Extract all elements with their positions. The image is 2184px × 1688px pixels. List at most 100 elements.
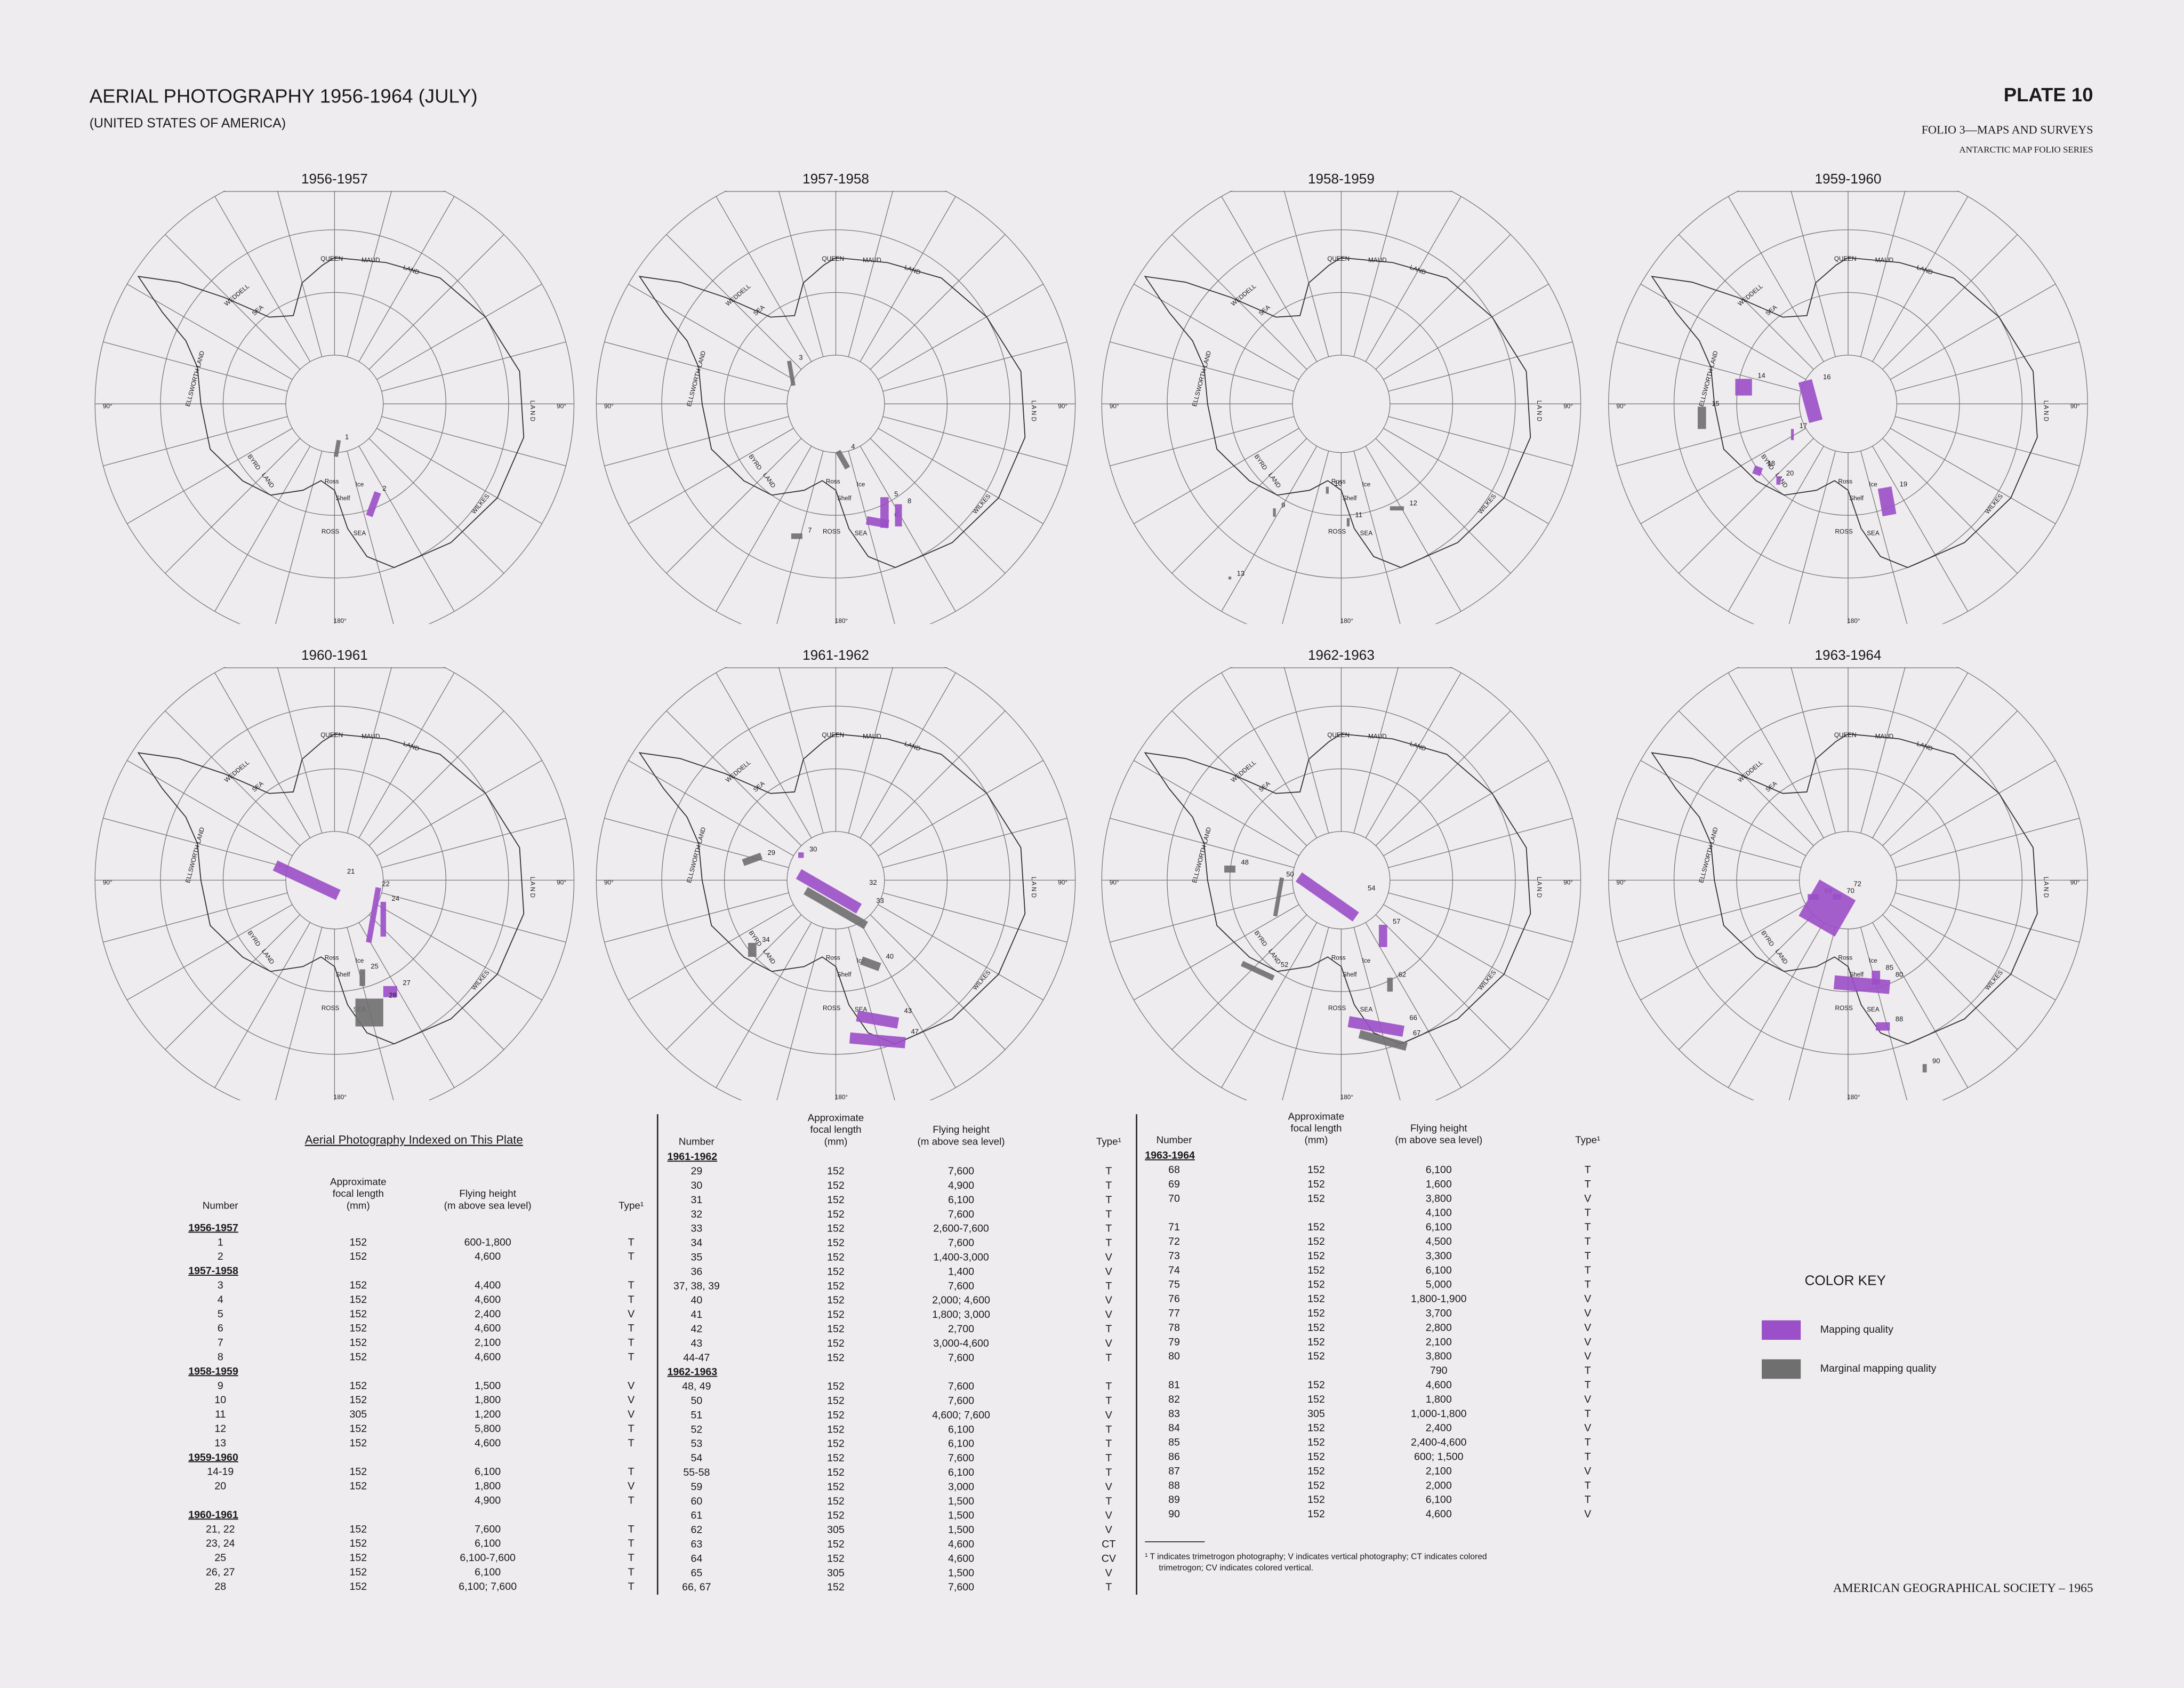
coastline (137, 257, 525, 569)
map-label: BYRD (246, 930, 262, 948)
meridian (1353, 190, 1399, 357)
table-cell: V (1584, 1307, 1591, 1319)
photo-strip (787, 361, 796, 386)
table-cell: 152 (827, 1481, 845, 1493)
map-title: 1960-1961 (301, 647, 368, 663)
table-cell: 2,100 (1426, 1465, 1452, 1477)
table-cell: 82 (1168, 1394, 1180, 1405)
map-label: WILKES (1984, 493, 2005, 515)
table-cell: 1,800 (475, 1481, 501, 1492)
table-cell: 88 (1168, 1479, 1180, 1491)
meridian (1640, 904, 1806, 1001)
meridian (1221, 446, 1318, 612)
meridian (368, 438, 504, 574)
graticule-circle (1292, 355, 1391, 453)
table-cell: T (628, 1294, 635, 1306)
column-header: (mm) (1305, 1134, 1328, 1146)
table-cell: V (1105, 1481, 1112, 1493)
photo-strip (856, 1010, 900, 1029)
table-cell: 41 (690, 1309, 702, 1321)
table-cell: T (628, 1437, 635, 1449)
photo-strip (1697, 406, 1706, 429)
meridian (1383, 428, 1549, 524)
meridian (778, 667, 824, 834)
table-cell: 3,800 (1426, 1193, 1452, 1204)
meridian (628, 428, 794, 524)
table-cell: V (628, 1308, 635, 1320)
meridian (1353, 927, 1401, 1100)
table-cell: V (1584, 1465, 1591, 1477)
meridian (376, 428, 542, 524)
column-header: Approximate (808, 1112, 864, 1123)
map-label: 90° (1058, 403, 1067, 410)
meridian (1790, 667, 1836, 834)
meridian (1171, 438, 1307, 574)
photo-strip (849, 1032, 906, 1049)
meridian (882, 818, 1067, 868)
table-cell: 7 (218, 1337, 223, 1349)
strip-label: 5 (894, 490, 898, 498)
column-header: (m above sea level) (918, 1135, 1005, 1147)
map-label: LAND (402, 264, 420, 276)
meridian (1353, 667, 1399, 834)
table-cell: 12 (214, 1423, 226, 1435)
table-cell: T (1105, 1209, 1112, 1220)
photo-strip (1798, 879, 1856, 937)
photo-strip (1358, 1030, 1408, 1051)
meridian (1860, 667, 1906, 834)
map-label: QUEEN (1327, 732, 1350, 739)
strip-label: 27 (403, 979, 411, 987)
map-label: WILKES (971, 969, 992, 991)
table-cell: 600-1,800 (464, 1236, 511, 1248)
coastline (1144, 257, 1531, 569)
table-cell: 152 (349, 1523, 367, 1535)
meridian (1221, 673, 1318, 838)
table-cell: 152 (1307, 1394, 1325, 1405)
map-label: ELLSWORTH LAND (686, 350, 707, 407)
footnote: trimetrogon; CV indicates colored vertic… (1159, 1564, 1313, 1573)
map-label: 90° (2070, 403, 2080, 410)
map-label: MAUD (1368, 257, 1387, 263)
meridian (1134, 284, 1299, 380)
meridian (1353, 451, 1401, 624)
table-cell: 152 (1307, 1465, 1325, 1477)
meridian (1282, 451, 1329, 624)
table-cell: 4,600 (475, 1294, 501, 1306)
graticule-circle (786, 355, 885, 453)
table-cell: T (628, 1351, 635, 1363)
strip-label: 9 (1281, 501, 1285, 509)
strip-label: 30 (809, 845, 817, 853)
photo-strip (1872, 971, 1881, 985)
meridian (368, 914, 504, 1050)
map-title: 1963-1964 (1815, 647, 1882, 663)
meridian (1383, 904, 1549, 1001)
strip-label: 16 (1823, 373, 1831, 381)
meridian (870, 438, 1006, 574)
photo-strip (1273, 508, 1276, 517)
meridian (1728, 922, 1824, 1088)
map-label: 90° (604, 403, 614, 410)
meridian (716, 196, 812, 362)
folio: FOLIO 3—MAPS AND SURVEYS (1922, 123, 2093, 137)
table-cell: 152 (1307, 1451, 1325, 1462)
table-cell: 1,200 (475, 1409, 501, 1420)
meridian (165, 438, 301, 574)
meridian (1365, 922, 1462, 1088)
meridian (1882, 710, 2018, 846)
photo-strip (860, 956, 881, 971)
table-cell: 4,600 (1426, 1508, 1452, 1520)
meridian (628, 760, 794, 857)
map-label: LAND (761, 948, 777, 965)
strip-label: 33 (876, 897, 884, 905)
strip-label: 88 (1896, 1015, 1904, 1023)
meridian (860, 673, 956, 838)
map (596, 190, 1076, 624)
photo-strip (1776, 476, 1781, 485)
table-cell: 48, 49 (682, 1381, 711, 1393)
table-cell: 28 (214, 1581, 226, 1593)
map-label: LAND (1916, 740, 1934, 753)
meridian (1282, 927, 1329, 1100)
table-cell: 63 (690, 1538, 702, 1550)
coastline (638, 733, 1026, 1045)
photo-strip (1390, 506, 1404, 511)
